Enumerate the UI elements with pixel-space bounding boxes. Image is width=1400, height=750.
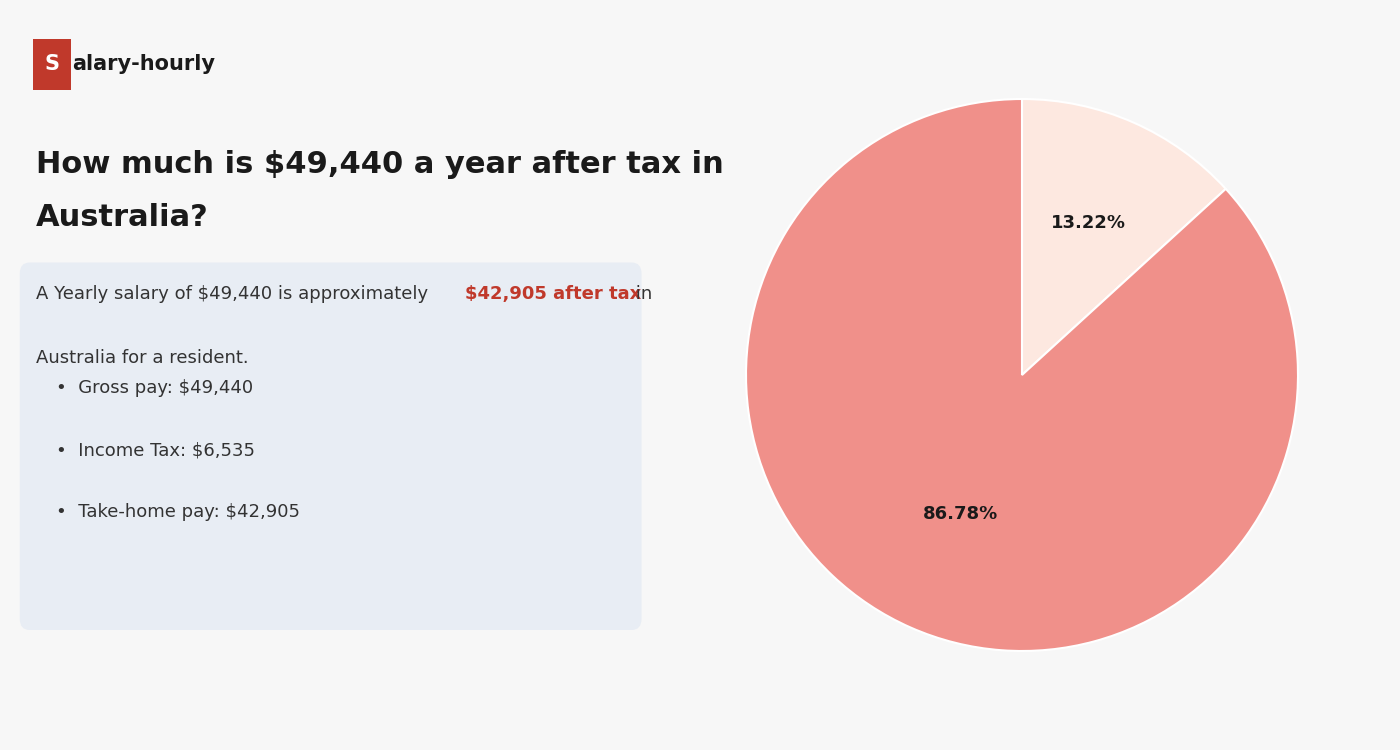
FancyBboxPatch shape [20,262,641,630]
Text: 86.78%: 86.78% [923,505,998,523]
Text: •  Take-home pay: $42,905: • Take-home pay: $42,905 [56,503,300,521]
Text: in: in [630,285,652,303]
Wedge shape [746,99,1298,651]
Text: •  Gross pay: $49,440: • Gross pay: $49,440 [56,379,253,397]
Text: How much is $49,440 a year after tax in: How much is $49,440 a year after tax in [36,150,724,179]
Text: Australia?: Australia? [36,202,209,232]
Text: S: S [45,55,59,74]
Text: Australia for a resident.: Australia for a resident. [36,349,249,367]
Wedge shape [1022,99,1226,375]
FancyBboxPatch shape [34,39,71,90]
Text: A Yearly salary of $49,440 is approximately: A Yearly salary of $49,440 is approximat… [36,285,434,303]
Text: 13.22%: 13.22% [1051,214,1127,232]
Text: alary-hourly: alary-hourly [71,55,214,74]
Text: $42,905 after tax: $42,905 after tax [465,285,641,303]
Text: •  Income Tax: $6,535: • Income Tax: $6,535 [56,441,255,459]
